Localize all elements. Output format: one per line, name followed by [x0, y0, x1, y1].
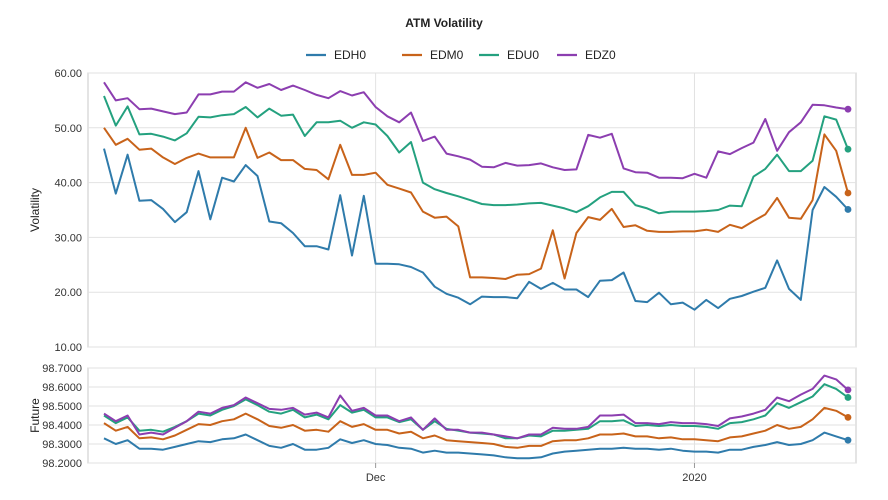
series-line-edm0 — [103, 126, 849, 280]
legend-label-edm0: EDM0 — [430, 48, 464, 62]
legend: EDH0 EDM0 EDU0 EDZ0 — [306, 48, 616, 62]
y-axis-label-volatility: Volatility — [28, 188, 42, 232]
y-tick-label: 10.00 — [54, 342, 82, 354]
plot-area-volatility — [87, 72, 857, 348]
series-end-point-edz0 — [844, 105, 852, 113]
y-tick-label: 98.3000 — [42, 439, 82, 451]
chart-title: ATM Volatility — [405, 16, 483, 30]
shared-x-axis: Dec2020Feb — [366, 463, 707, 484]
y-tick-label: 98.4000 — [42, 420, 82, 432]
y-tick-label: 98.5000 — [42, 401, 82, 413]
volatility-panel: 10.00 20.00 30.00 40.00 50.00 60.00 Volatility — [28, 68, 857, 354]
series-line-edh0 — [103, 431, 849, 460]
x-tick-label: 2020 — [682, 472, 706, 484]
y-tick-label: 20.00 — [54, 287, 82, 299]
legend-label-edh0: EDH0 — [334, 48, 366, 62]
y-tick-label: 40.00 — [54, 178, 82, 190]
series-line-edu0 — [103, 95, 849, 215]
y-tick-label: 50.00 — [54, 123, 82, 135]
legend-label-edu0: EDU0 — [507, 48, 539, 62]
y-tick-label: 98.2000 — [42, 458, 82, 470]
series-end-point-edu0 — [844, 394, 852, 401]
series-end-point-edm0 — [844, 414, 852, 421]
y-axis-label-future: Future — [28, 398, 42, 433]
series-end-point-edz0 — [844, 386, 852, 394]
y-tick-label: 60.00 — [54, 68, 82, 80]
series-line-edm0 — [103, 406, 849, 449]
y-tick-label: 98.6000 — [42, 382, 82, 394]
series-line-edh0 — [103, 148, 849, 311]
series-end-point-edm0 — [844, 189, 852, 197]
series-end-point-edh0 — [844, 206, 852, 213]
series-end-point-edh0 — [844, 436, 852, 444]
series-line-edz0 — [103, 81, 849, 180]
future-panel: 98.2000 98.3000 98.4000 98.5000 98.6000 98.70… — [28, 363, 857, 470]
y-tick-label: 98.7000 — [42, 363, 82, 375]
y-tick-label: 30.00 — [54, 232, 82, 244]
x-tick-label: Dec — [366, 472, 386, 484]
legend-label-edz0: EDZ0 — [585, 48, 616, 62]
series-line-edz0 — [103, 374, 849, 440]
series-end-point-edu0 — [844, 145, 852, 153]
